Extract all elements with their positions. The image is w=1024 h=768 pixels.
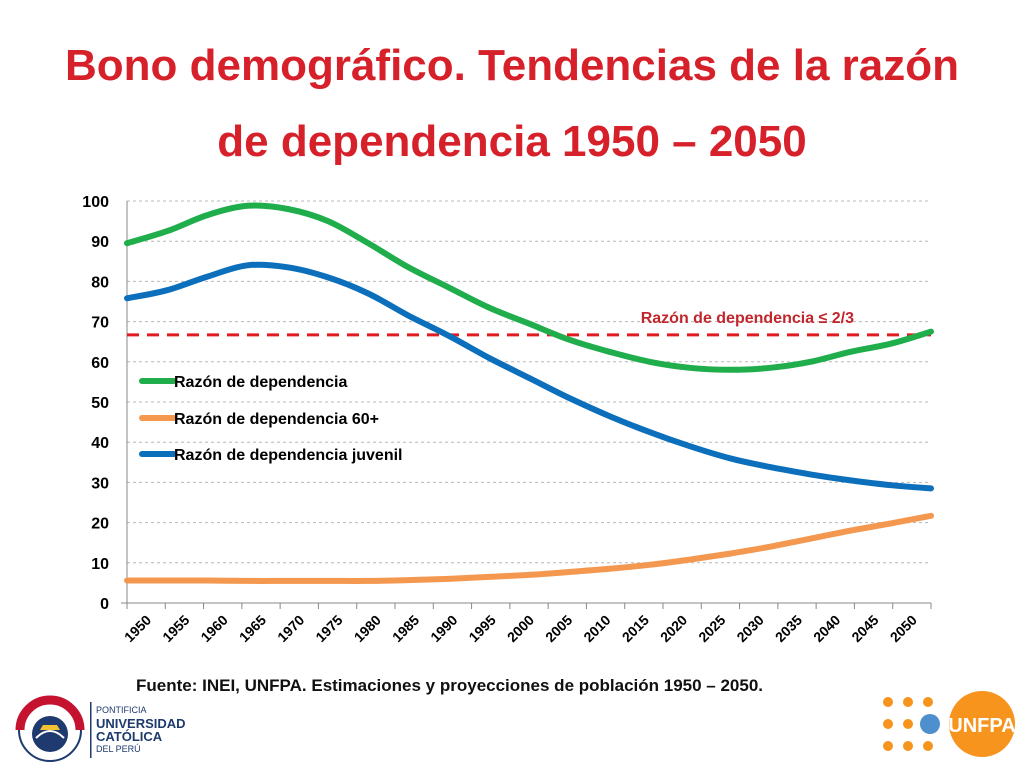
threshold-label: Razón de dependencia ≤ 2/3 bbox=[641, 310, 854, 327]
x-tick-label: 2020 bbox=[657, 612, 690, 645]
series-line-3 bbox=[124, 261, 934, 492]
pucp-seal bbox=[15, 695, 85, 762]
source-note: Fuente: INEI, UNFPA. Estimaciones y proy… bbox=[136, 676, 764, 695]
series-line-1 bbox=[124, 202, 934, 373]
series-line-2 bbox=[124, 512, 934, 584]
slide-title-line-1: Bono demográfico. Tendencias de la razón bbox=[64, 41, 959, 90]
unfpa-dots-icon bbox=[883, 697, 933, 751]
un-emblem-icon bbox=[920, 714, 940, 734]
x-tick-label: 2000 bbox=[504, 612, 537, 645]
x-tick-label: 2045 bbox=[848, 612, 881, 645]
y-tick-label: 30 bbox=[91, 475, 109, 492]
x-tick-label: 1980 bbox=[351, 612, 384, 645]
x-tick-label: 2025 bbox=[695, 612, 728, 645]
y-tick-label: 10 bbox=[91, 556, 109, 573]
x-tick-label: 1985 bbox=[389, 612, 422, 645]
y-tick-label: 40 bbox=[91, 435, 109, 452]
pucp-line-1: PONTIFICIA bbox=[96, 705, 147, 715]
legend-label-3: Razón de dependencia juvenil bbox=[174, 447, 403, 464]
pucp-line-2: UNIVERSIDAD bbox=[96, 716, 186, 731]
x-tick-label: 2015 bbox=[619, 612, 652, 645]
x-tick-label: 2035 bbox=[772, 612, 805, 645]
y-tick-label: 90 bbox=[91, 234, 109, 251]
legend-label-2: Razón de dependencia 60+ bbox=[174, 411, 379, 428]
pucp-logo bbox=[15, 695, 92, 762]
legend-label-1: Razón de dependencia bbox=[174, 374, 347, 391]
x-tick-label: 2040 bbox=[810, 612, 843, 645]
pucp-line-4: DEL PERÚ bbox=[96, 744, 141, 754]
x-tick-label: 1970 bbox=[274, 612, 307, 645]
y-tick-label: 60 bbox=[91, 355, 109, 372]
pucp-line-3: CATÓLICA bbox=[96, 729, 163, 744]
x-tick-label: 1955 bbox=[159, 612, 192, 645]
x-tick-label: 1995 bbox=[465, 612, 498, 645]
y-tick-label: 20 bbox=[91, 516, 109, 533]
x-tick-label: 2050 bbox=[887, 612, 920, 645]
x-tick-label: 1960 bbox=[197, 612, 230, 645]
y-tick-label: 0 bbox=[100, 596, 109, 613]
x-tick-label: 1990 bbox=[427, 612, 460, 645]
x-tick-label: 2010 bbox=[580, 612, 613, 645]
y-tick-label: 50 bbox=[91, 395, 109, 412]
unfpa-wordmark: UNFPA bbox=[948, 715, 1015, 737]
pucp-wordmark: PONTIFICIA UNIVERSIDAD CATÓLICA DEL PERÚ bbox=[96, 704, 186, 756]
slide-title: Bono demográfico. Tendencias de la razón… bbox=[0, 28, 1024, 180]
x-tick-label: 1975 bbox=[312, 612, 345, 645]
y-tick-label: 80 bbox=[91, 274, 109, 291]
unfpa-logo: UNFPA bbox=[883, 691, 1016, 757]
slide-title-line-2: de dependencia 1950 – 2050 bbox=[217, 117, 807, 166]
y-tick-label: 100 bbox=[82, 194, 109, 211]
x-tick-label: 2030 bbox=[733, 612, 766, 645]
x-tick-label: 1950 bbox=[121, 612, 154, 645]
y-tick-label: 70 bbox=[91, 315, 109, 332]
x-tick-label: 2005 bbox=[542, 612, 575, 645]
x-tick-label: 1965 bbox=[236, 612, 269, 645]
